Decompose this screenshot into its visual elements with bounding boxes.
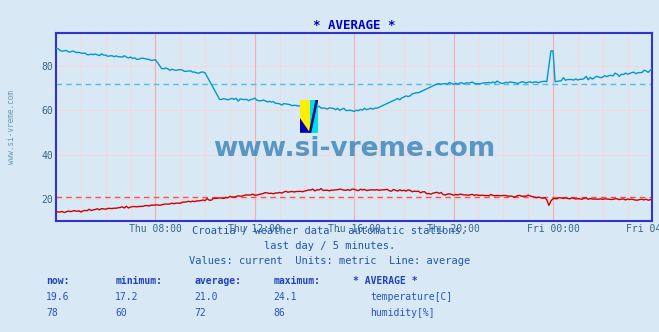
Text: Croatia / weather data - automatic stations.: Croatia / weather data - automatic stati…	[192, 226, 467, 236]
Text: 24.1: 24.1	[273, 292, 297, 302]
Text: * AVERAGE *: * AVERAGE *	[353, 276, 417, 286]
Text: last day / 5 minutes.: last day / 5 minutes.	[264, 241, 395, 251]
Title: * AVERAGE *: * AVERAGE *	[313, 19, 395, 32]
Text: 72: 72	[194, 308, 206, 318]
Polygon shape	[308, 100, 318, 133]
Text: 78: 78	[46, 308, 58, 318]
Text: 86: 86	[273, 308, 285, 318]
Polygon shape	[300, 118, 310, 133]
Polygon shape	[300, 100, 310, 133]
Text: 60: 60	[115, 308, 127, 318]
Text: minimum:: minimum:	[115, 276, 162, 286]
Text: average:: average:	[194, 276, 241, 286]
Text: maximum:: maximum:	[273, 276, 320, 286]
Text: Values: current  Units: metric  Line: average: Values: current Units: metric Line: aver…	[189, 256, 470, 266]
Text: www.si-vreme.com: www.si-vreme.com	[213, 136, 496, 162]
Text: humidity[%]: humidity[%]	[370, 308, 435, 318]
Text: temperature[C]: temperature[C]	[370, 292, 453, 302]
Text: www.si-vreme.com: www.si-vreme.com	[7, 90, 16, 164]
Polygon shape	[310, 100, 318, 133]
Text: 21.0: 21.0	[194, 292, 218, 302]
Text: 19.6: 19.6	[46, 292, 70, 302]
Text: 17.2: 17.2	[115, 292, 139, 302]
Text: now:: now:	[46, 276, 70, 286]
